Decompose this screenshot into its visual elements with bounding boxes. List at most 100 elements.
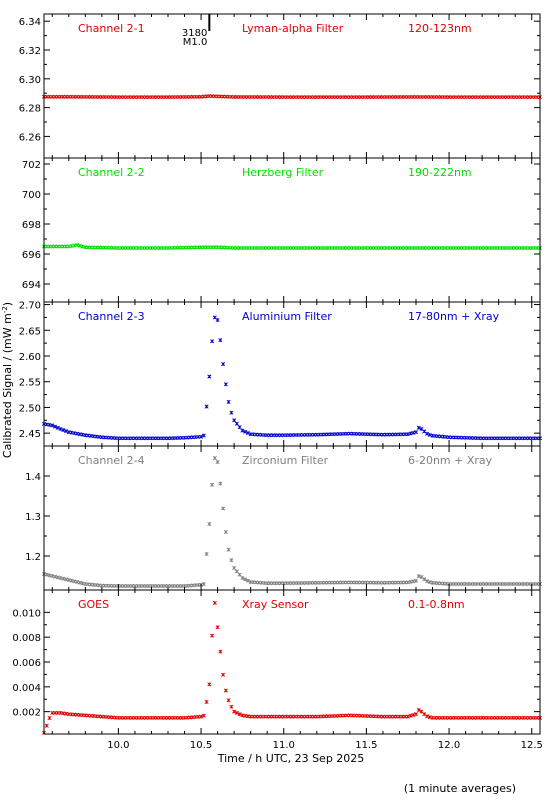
series-points-2	[41, 242, 543, 251]
filter-label: Xray Sensor	[242, 598, 309, 611]
data-point	[237, 712, 242, 717]
channel-label: Channel 2-4	[78, 454, 145, 467]
data-point	[80, 244, 85, 249]
data-point	[69, 578, 74, 583]
data-point	[201, 582, 206, 587]
y-tick-label: 694	[22, 280, 41, 291]
data-point	[427, 715, 432, 720]
y-tick-label: 698	[22, 220, 41, 231]
data-point	[72, 579, 77, 584]
data-point	[413, 430, 419, 435]
band-label: 17-80nm + Xray	[408, 310, 500, 323]
data-point	[204, 404, 209, 409]
x-axis-label: Time / h UTC, 23 Sep 2025	[217, 752, 365, 765]
data-point	[75, 242, 80, 248]
data-point	[61, 428, 66, 433]
panel-5: 0.002 0.004 0.006 0.008 0.010 GOES Xray Sensor…	[12, 589, 543, 735]
data-point	[77, 243, 82, 248]
data-point	[199, 714, 204, 719]
x-tick-label: 10.0	[107, 740, 129, 751]
y-tick-label: 0.010	[12, 608, 41, 619]
data-point	[53, 424, 58, 429]
filter-label: Lyman-alpha Filter	[242, 22, 344, 35]
data-point	[408, 431, 413, 436]
data-point	[61, 576, 66, 581]
data-point	[245, 578, 250, 583]
data-point	[215, 625, 220, 630]
data-point	[75, 579, 80, 585]
band-label: 0.1-0.8nm	[408, 598, 465, 611]
data-point	[234, 569, 239, 574]
y-tick-label: 700	[22, 190, 41, 201]
data-point	[405, 432, 410, 437]
data-point	[221, 362, 226, 367]
channel-label: Channel 2-1	[78, 22, 145, 35]
x-tick-label: 11.5	[355, 740, 377, 751]
y-tick-label: 2.65	[19, 326, 41, 337]
data-point	[226, 399, 231, 404]
data-point	[240, 575, 245, 581]
data-point	[44, 723, 49, 728]
data-point	[218, 338, 223, 343]
data-point	[204, 699, 209, 704]
panel-frame	[43, 445, 541, 591]
x-tick-labels: 10.0 10.5 11.0 11.5 12.0 12.5	[107, 740, 543, 751]
figure-labels: Calibrated Signal / (mW m-2) Time / h UT…	[1, 302, 516, 795]
data-point	[210, 339, 215, 344]
data-point	[234, 710, 239, 715]
y-tick-label: 1.4	[25, 472, 41, 483]
filter-label: Aluminium Filter	[242, 310, 332, 323]
data-point	[416, 425, 421, 430]
data-point	[223, 382, 228, 387]
data-point	[58, 427, 63, 432]
data-point	[425, 579, 430, 584]
data-point	[50, 573, 55, 579]
data-point	[64, 429, 69, 434]
data-point	[77, 580, 82, 585]
data-point	[229, 558, 234, 563]
series-points-3	[41, 315, 543, 441]
x-tick-label: 12.5	[521, 740, 543, 751]
data-point	[413, 578, 419, 583]
panel-1: 6.26 6.28 6.30 6.32 6.34 Channel 2-1 Lyman-alp…	[19, 13, 543, 159]
panel-2: 694 696 698 700 702 Channel 2-2 Herzberg Filte…	[22, 157, 543, 303]
data-point	[245, 430, 250, 435]
band-label: 6-20nm + Xray	[408, 454, 493, 467]
x-tick-label: 12.0	[438, 740, 460, 751]
panel-stack: 6.26 6.28 6.30 6.32 6.34 Channel 2-1 Lyman-alp…	[12, 13, 543, 751]
data-point	[232, 709, 237, 714]
data-point	[243, 577, 248, 582]
y-tick-label: 6.26	[19, 132, 41, 143]
data-point	[229, 704, 234, 709]
data-point	[201, 433, 206, 438]
y-tick-label: 696	[22, 250, 41, 261]
data-point	[210, 482, 215, 487]
data-point	[232, 418, 237, 423]
y-tick-label: 6.28	[19, 104, 41, 115]
data-point	[199, 434, 204, 439]
data-point	[215, 459, 220, 465]
filter-label: Herzberg Filter	[242, 166, 324, 179]
data-point	[221, 506, 226, 511]
data-point	[425, 431, 430, 436]
data-point	[223, 529, 228, 535]
band-label: 120-123nm	[408, 22, 472, 35]
filter-label: Zirconium Filter	[242, 454, 329, 467]
y-tick-label: 6.32	[19, 46, 41, 57]
data-point	[240, 428, 245, 433]
data-point	[218, 649, 223, 654]
data-point	[408, 713, 413, 718]
series-points-4	[41, 456, 543, 589]
y-tick-label: 1.2	[25, 552, 41, 563]
channel-label: Channel 2-2	[78, 166, 145, 179]
data-point	[427, 580, 432, 585]
y-tick-label: 2.60	[19, 352, 41, 363]
data-point	[422, 712, 427, 717]
data-point	[212, 456, 217, 461]
y-tick-label: 0.004	[12, 683, 41, 694]
y-tick-label: 702	[22, 160, 41, 171]
panel-frame	[43, 589, 541, 735]
data-point	[47, 573, 52, 578]
y-tick-label: 0.006	[12, 658, 41, 669]
